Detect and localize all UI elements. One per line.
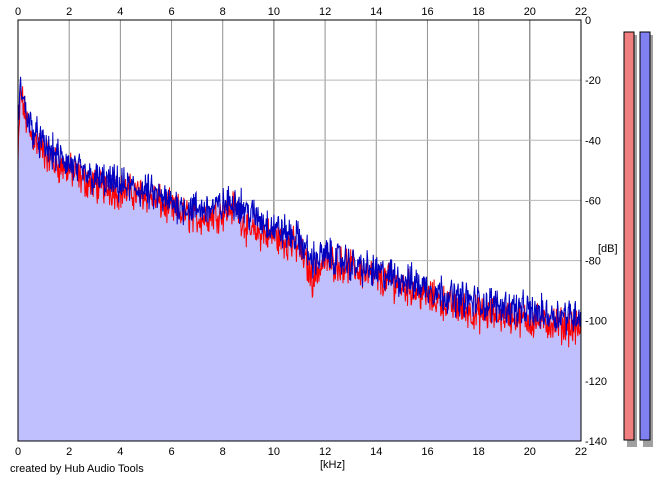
y-tick-label: -40 (585, 135, 601, 147)
y-tick-labels: 0 -20 -40 -60 -80 -100 -120 -140 (585, 15, 607, 448)
x-tick-labels-bottom: 0 2 4 6 8 10 12 14 16 18 20 22 (15, 446, 587, 458)
x-tick-label-top: 2 (66, 6, 72, 18)
meter-b (639, 31, 651, 441)
x-tick-label-top: 18 (473, 6, 485, 18)
x-tick-label-top: 20 (524, 6, 536, 18)
x-tick-label-bottom: 4 (117, 446, 123, 458)
series-channel-b-line (17, 76, 582, 336)
x-tick-label-top: 8 (220, 6, 226, 18)
x-tick-label-bottom: 0 (15, 446, 21, 458)
x-tick-label-top: 14 (370, 6, 382, 18)
x-tick-label-bottom: 12 (319, 446, 331, 458)
x-tick-label-top: 12 (319, 6, 331, 18)
spectrum-lines (17, 76, 582, 348)
y-tick-label: -120 (585, 376, 607, 388)
x-tick-label-top: 10 (268, 6, 280, 18)
y-tick-label: -60 (585, 195, 601, 207)
x-tick-label-bottom: 8 (220, 446, 226, 458)
x-tick-label-bottom: 2 (66, 446, 72, 458)
x-tick-label-top: 22 (575, 6, 587, 18)
x-tick-label-bottom: 16 (421, 446, 433, 458)
y-axis-label: [dB] (598, 243, 618, 255)
y-tick-label: -80 (585, 256, 601, 268)
x-tick-label-bottom: 22 (575, 446, 587, 458)
y-tick-label: -20 (585, 75, 601, 87)
x-tick-label-top: 4 (117, 6, 123, 18)
x-tick-label-bottom: 18 (473, 446, 485, 458)
meter-a (623, 31, 635, 441)
x-tick-label-bottom: 20 (524, 446, 536, 458)
spectrum-fill (18, 76, 581, 442)
y-tick-label: 0 (585, 15, 591, 27)
x-tick-labels-top: 0 2 4 6 8 10 12 14 16 18 20 22 (15, 6, 587, 18)
credit-text: created by Hub Audio Tools (10, 463, 144, 475)
plot-frame (17, 19, 582, 442)
x-axis-label: [kHz] (320, 459, 345, 471)
x-tick-label-bottom: 6 (168, 446, 174, 458)
x-tick-label-top: 16 (421, 6, 433, 18)
y-tick-label: -100 (585, 316, 607, 328)
x-tick-label-top: 0 (15, 6, 21, 18)
x-tick-label-bottom: 14 (370, 446, 382, 458)
x-tick-label-top: 6 (168, 6, 174, 18)
y-tick-label: -140 (585, 436, 607, 448)
x-tick-label-bottom: 10 (268, 446, 280, 458)
spectrum-fill-area (18, 76, 581, 442)
